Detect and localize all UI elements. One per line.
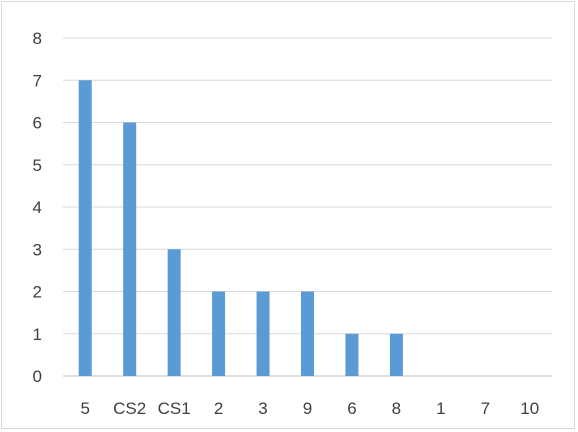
y-tick-label: 3 <box>33 240 42 259</box>
bar-cs1 <box>167 249 181 376</box>
y-tick-label: 6 <box>33 114 42 133</box>
x-tick-label: 8 <box>392 399 401 418</box>
bar-9 <box>301 291 314 376</box>
x-tick-label: 9 <box>303 399 312 418</box>
x-tick-label: 10 <box>520 399 539 418</box>
bar-3 <box>256 291 270 376</box>
x-tick-label: 7 <box>481 399 490 418</box>
x-tick-label: 1 <box>436 399 445 418</box>
x-tick-label: 3 <box>258 399 267 418</box>
y-tick-label: 1 <box>33 325 42 344</box>
y-tick-label: 4 <box>33 198 42 217</box>
y-tick-label: 0 <box>33 367 42 386</box>
bar-8 <box>389 333 403 376</box>
x-tick-label: 5 <box>80 399 89 418</box>
bar-cs2 <box>123 122 137 376</box>
y-tick-label: 5 <box>33 156 42 175</box>
x-tick-label: 6 <box>347 399 356 418</box>
y-tick-label: 2 <box>33 283 42 302</box>
x-tick-label: CS2 <box>113 399 146 418</box>
x-tick-label: CS1 <box>158 399 191 418</box>
y-tick-label: 8 <box>33 29 42 48</box>
bar-5 <box>78 80 92 376</box>
bar-6 <box>345 333 359 376</box>
x-tick-label: 2 <box>214 399 223 418</box>
y-tick-label: 7 <box>33 71 42 90</box>
bar-2 <box>212 291 226 376</box>
